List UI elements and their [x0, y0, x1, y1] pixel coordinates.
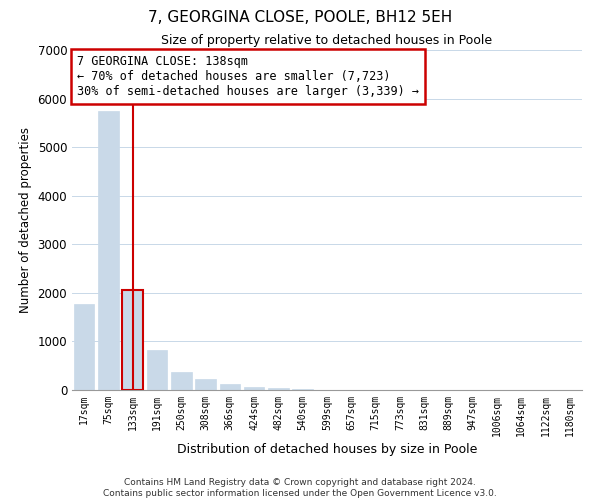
Title: Size of property relative to detached houses in Poole: Size of property relative to detached ho… [161, 34, 493, 48]
Bar [195, 379, 216, 390]
Text: 7 GEORGINA CLOSE: 138sqm
← 70% of detached houses are smaller (7,723)
30% of sem: 7 GEORGINA CLOSE: 138sqm ← 70% of detach… [77, 55, 419, 98]
Bar [244, 388, 265, 390]
X-axis label: Distribution of detached houses by size in Poole: Distribution of detached houses by size … [177, 443, 477, 456]
Bar [122, 290, 143, 390]
Bar [171, 372, 191, 390]
Bar [74, 304, 94, 390]
Bar [122, 290, 143, 390]
Text: 7, GEORGINA CLOSE, POOLE, BH12 5EH: 7, GEORGINA CLOSE, POOLE, BH12 5EH [148, 10, 452, 25]
Bar [98, 110, 119, 390]
Bar [146, 350, 167, 390]
Bar [220, 384, 240, 390]
Y-axis label: Number of detached properties: Number of detached properties [19, 127, 32, 313]
Bar [268, 388, 289, 390]
Text: Contains HM Land Registry data © Crown copyright and database right 2024.
Contai: Contains HM Land Registry data © Crown c… [103, 478, 497, 498]
Bar [292, 389, 313, 390]
